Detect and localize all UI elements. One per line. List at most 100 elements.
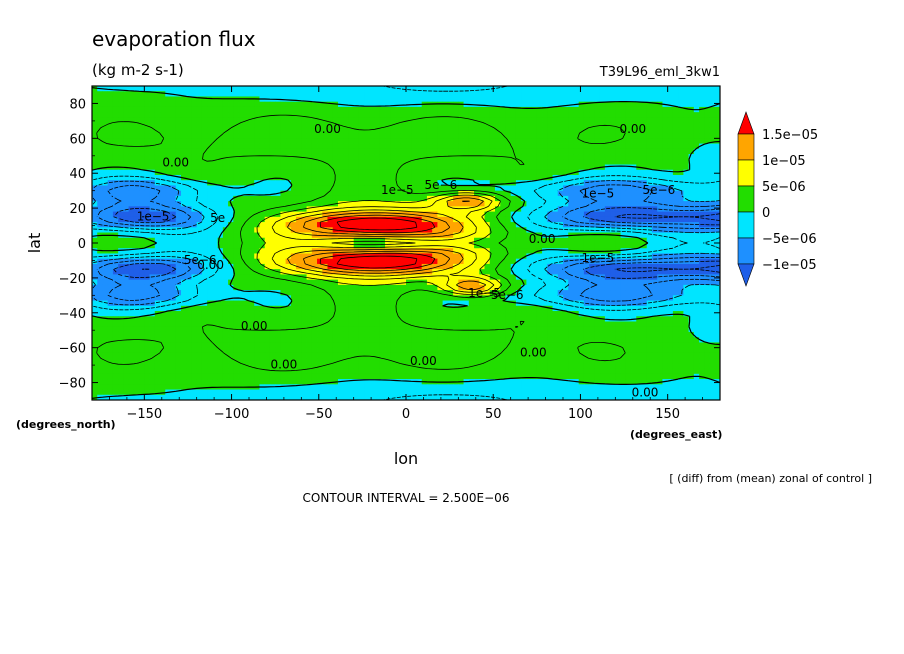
field-cell xyxy=(212,154,218,160)
field-cell xyxy=(636,148,642,155)
field-cell xyxy=(348,211,355,218)
field-cell xyxy=(228,211,234,218)
field-cell xyxy=(426,138,433,144)
field-cell xyxy=(385,284,391,291)
field-cell xyxy=(217,86,224,92)
field-cell xyxy=(426,143,433,150)
field-cell xyxy=(563,206,569,212)
field-cell xyxy=(426,206,433,212)
field-cell xyxy=(385,101,391,108)
field-cell xyxy=(201,295,208,301)
field-cell xyxy=(411,106,417,113)
field-cell xyxy=(563,227,569,233)
field-cell xyxy=(400,201,407,207)
field-cell xyxy=(212,284,218,291)
field-cell xyxy=(662,232,669,239)
field-cell xyxy=(500,143,506,150)
field-cell xyxy=(583,258,590,265)
field-cell xyxy=(437,295,444,301)
field-cell xyxy=(133,101,140,108)
field-cell xyxy=(583,222,590,228)
field-cell xyxy=(264,190,271,197)
field-cell xyxy=(578,159,585,165)
field-cell xyxy=(280,206,287,212)
field-cell xyxy=(337,154,344,160)
field-cell xyxy=(563,164,569,171)
field-cell xyxy=(92,206,98,212)
field-cell xyxy=(238,91,245,97)
field-cell xyxy=(301,180,307,186)
field-cell xyxy=(311,284,318,291)
field-cell xyxy=(154,263,161,270)
field-cell xyxy=(343,117,349,124)
field-cell xyxy=(453,227,459,233)
field-cell xyxy=(599,185,606,192)
field-cell xyxy=(327,159,334,165)
field-cell xyxy=(254,122,260,129)
field-cell xyxy=(264,195,271,202)
field-cell xyxy=(102,263,109,270)
field-cell xyxy=(160,216,166,223)
field-cell xyxy=(149,227,156,233)
field-cell xyxy=(212,222,218,228)
field-cell xyxy=(447,211,454,218)
field-cell xyxy=(505,133,512,139)
field-cell xyxy=(353,148,360,155)
field-cell xyxy=(573,154,580,160)
field-cell xyxy=(704,227,710,233)
field-cell xyxy=(249,284,255,291)
field-cell xyxy=(358,274,365,281)
field-cell xyxy=(249,290,255,296)
field-cell xyxy=(620,133,627,139)
field-cell xyxy=(353,133,360,139)
field-cell xyxy=(515,284,522,291)
field-cell xyxy=(578,112,585,118)
field-cell xyxy=(139,248,145,254)
field-cell xyxy=(442,148,449,155)
field-cell xyxy=(254,263,260,270)
field-cell xyxy=(699,138,705,144)
field-cell xyxy=(170,227,177,233)
field-cell xyxy=(353,300,360,307)
field-cell xyxy=(662,174,669,181)
field-cell xyxy=(222,112,229,118)
field-cell xyxy=(311,122,318,129)
field-cell xyxy=(615,164,621,171)
field-cell xyxy=(542,169,548,176)
field-cell xyxy=(269,263,276,270)
field-cell xyxy=(306,143,313,150)
field-cell xyxy=(285,106,292,113)
field-cell xyxy=(285,253,292,260)
field-cell xyxy=(636,290,642,296)
field-cell xyxy=(369,112,375,118)
field-cell xyxy=(432,248,438,254)
field-cell xyxy=(311,216,318,223)
field-cell xyxy=(217,101,224,108)
field-cell xyxy=(374,180,381,186)
field-cell xyxy=(201,159,208,165)
field-cell xyxy=(699,127,705,134)
field-cell xyxy=(552,106,559,113)
field-cell xyxy=(379,190,386,197)
field-cell xyxy=(620,112,627,118)
field-cell xyxy=(306,295,313,301)
field-cell xyxy=(154,258,161,265)
field-cell xyxy=(494,190,501,197)
field-cell xyxy=(620,243,627,249)
field-cell xyxy=(306,133,313,139)
field-cell xyxy=(233,227,239,233)
field-cell xyxy=(149,258,156,265)
field-cell xyxy=(620,122,627,129)
field-cell xyxy=(259,91,266,97)
field-cell xyxy=(552,263,559,270)
field-cell xyxy=(662,274,669,281)
field-cell xyxy=(249,211,255,218)
field-cell xyxy=(468,117,475,124)
field-cell xyxy=(139,295,145,301)
field-cell xyxy=(594,180,601,186)
field-cell xyxy=(667,91,674,97)
field-cell xyxy=(678,159,684,165)
field-cell xyxy=(160,258,166,265)
field-cell xyxy=(583,279,590,286)
field-cell xyxy=(133,295,140,301)
